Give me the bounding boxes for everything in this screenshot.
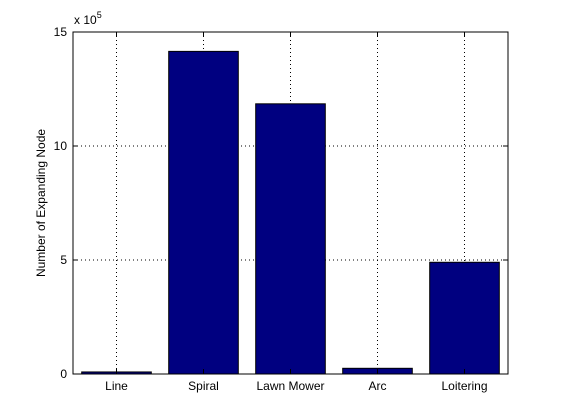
x-tick-label: Arc <box>369 379 387 393</box>
x-tick-label: Line <box>105 379 128 393</box>
y-exponent-label: x 105 <box>74 10 102 27</box>
y-tick-label: 0 <box>60 367 67 381</box>
y-exponent-power: 5 <box>97 10 102 20</box>
axis-ticks <box>73 31 508 375</box>
y-tick-label: 10 <box>54 139 68 153</box>
y-tick-label: 15 <box>54 25 68 39</box>
y-exponent-prefix: x 10 <box>74 13 97 27</box>
bar-loitering <box>429 261 500 375</box>
y-tick-label: 5 <box>60 253 67 267</box>
bar-lawn-mower <box>255 103 326 375</box>
x-tick-label: Lawn Mower <box>256 379 324 393</box>
x-tick-label: Loitering <box>441 379 487 393</box>
bar-spiral <box>168 50 239 375</box>
y-axis-label: Number of Expanding Node <box>34 129 48 277</box>
x-tick-label: Spiral <box>188 379 219 393</box>
tick-labels: Line Spiral Lawn Mower Arc Loitering 0 5 10 15 <box>54 25 488 393</box>
